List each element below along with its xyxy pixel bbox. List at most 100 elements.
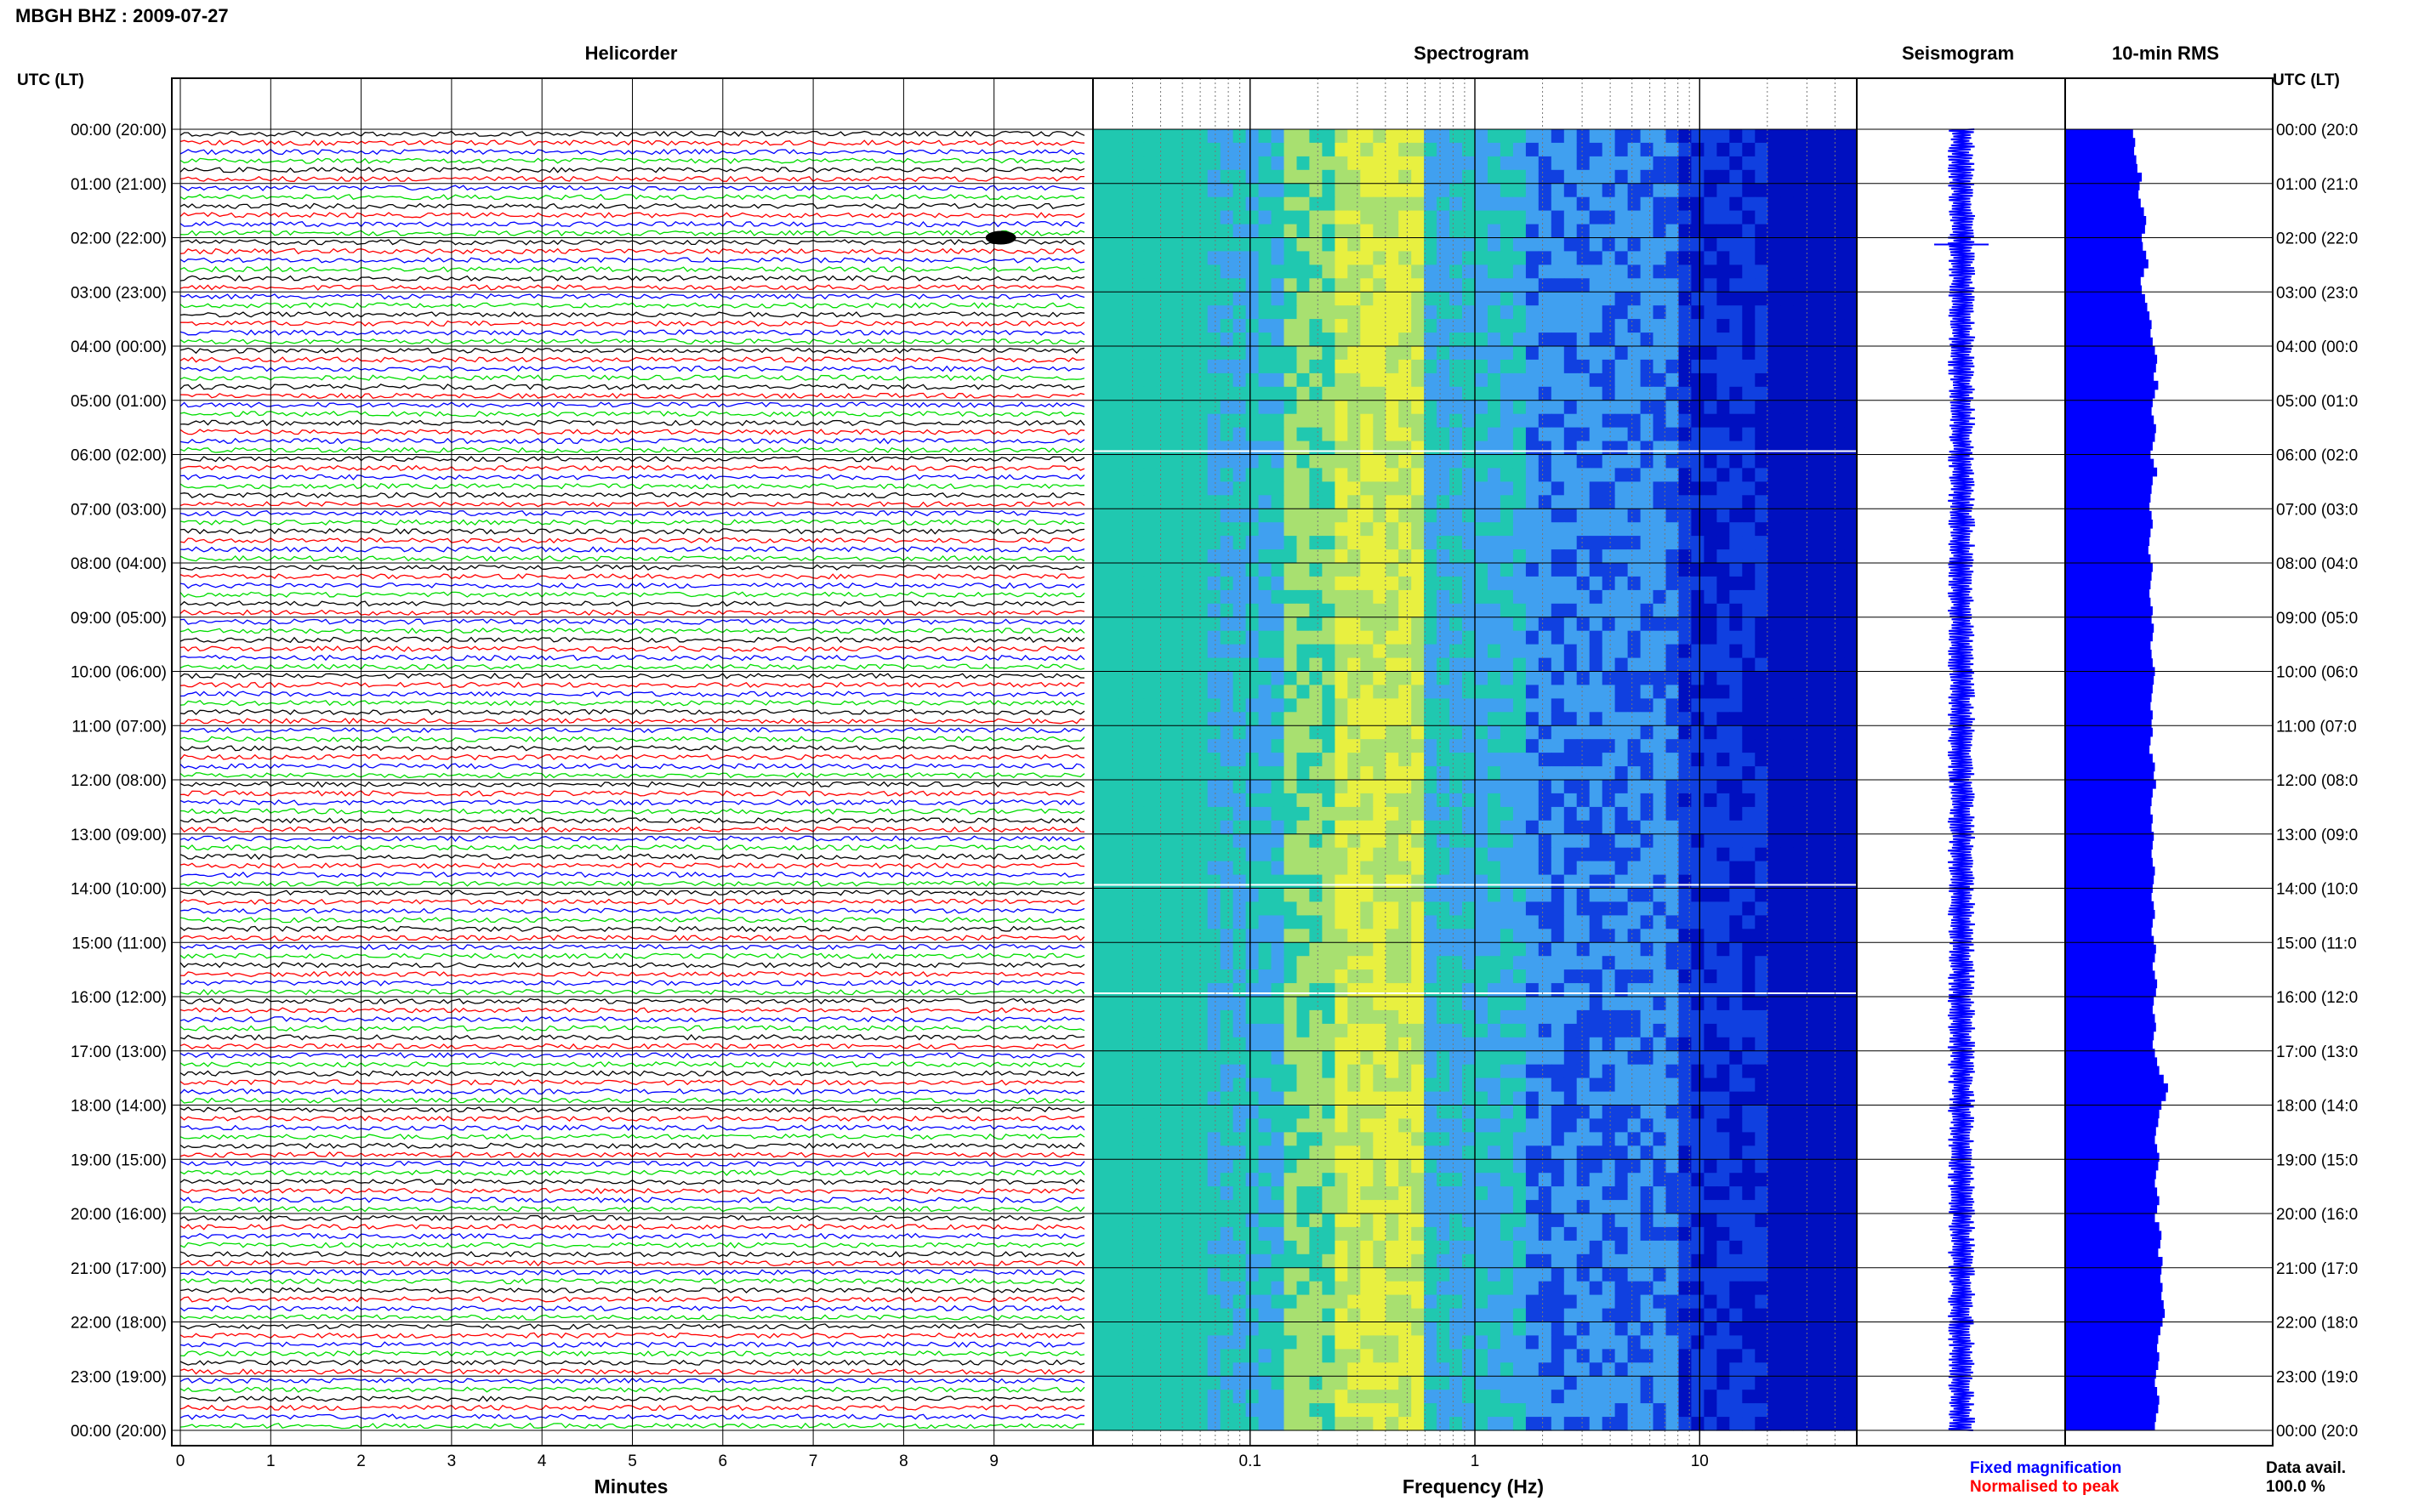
spectrogram-cell xyxy=(1462,956,1476,970)
spectrogram-cell xyxy=(1462,929,1476,943)
spectrogram-cell xyxy=(1220,454,1234,469)
spectrogram-cell xyxy=(1232,766,1247,781)
spectrogram-cell xyxy=(1627,264,1642,279)
spectrogram-cell xyxy=(1488,806,1501,821)
spectrogram-cell xyxy=(1296,793,1311,808)
spectrogram-cell xyxy=(1806,806,1819,821)
spectrogram-cell xyxy=(1551,1186,1565,1201)
spectrogram-cell xyxy=(1347,685,1361,699)
spectrogram-cell xyxy=(1729,169,1743,185)
spectrogram-cell xyxy=(1500,1214,1514,1228)
spectrogram-cell xyxy=(1232,509,1247,523)
spectrogram-cell xyxy=(1437,509,1450,523)
spectrogram-cell xyxy=(1589,630,1603,645)
spectrogram-cell xyxy=(1538,1132,1552,1146)
spectrogram-cell xyxy=(1181,997,1196,1011)
spectrogram-cell xyxy=(1322,793,1335,808)
spectrogram-cell xyxy=(1437,359,1450,374)
spectrogram-cell xyxy=(1844,210,1858,225)
spectrogram-cell xyxy=(1614,549,1629,564)
spectrogram-cell xyxy=(1640,441,1654,456)
spectrogram-cell xyxy=(1347,251,1361,265)
spectrogram-cell xyxy=(1322,942,1335,957)
spectrogram-cell xyxy=(1653,386,1667,401)
spectrogram-cell xyxy=(1512,142,1527,157)
spectrogram-cell xyxy=(1347,942,1361,957)
spectrogram-cell xyxy=(1678,1226,1693,1242)
spectrogram-cell xyxy=(1627,698,1642,713)
spectrogram-cell xyxy=(1665,536,1680,550)
spectrogram-cell xyxy=(1704,400,1717,415)
spectrogram-cell xyxy=(1156,820,1170,835)
spectrogram-cell xyxy=(1106,901,1119,916)
spectrogram-cell xyxy=(1538,657,1552,673)
spectrogram-cell xyxy=(1716,549,1730,564)
spectrogram-cell xyxy=(1207,901,1221,916)
spectrogram-cell xyxy=(1169,1200,1183,1214)
spectrogram-cell xyxy=(1589,644,1603,659)
spectrogram-cell xyxy=(1525,1023,1540,1038)
spectrogram-cell xyxy=(1589,224,1603,239)
spectrogram-cell xyxy=(1640,210,1654,225)
spectrogram-cell xyxy=(1716,617,1730,632)
spectrogram-cell xyxy=(1614,1226,1629,1242)
spectrogram-cell xyxy=(1398,372,1412,388)
spectrogram-cell xyxy=(1475,969,1488,984)
spectrogram-cell xyxy=(1347,576,1361,591)
spectrogram-cell xyxy=(1462,1050,1476,1066)
spectrogram-cell xyxy=(1424,183,1437,198)
spectrogram-cell xyxy=(1411,942,1425,957)
spectrogram-cell xyxy=(1525,603,1540,618)
spectrogram-cell xyxy=(1143,346,1158,361)
spectrogram-cell xyxy=(1488,441,1501,456)
spectrogram-cell xyxy=(1525,1091,1540,1106)
spectrogram-cell xyxy=(1729,956,1743,970)
spectrogram-cell xyxy=(1488,563,1501,577)
spectrogram-cell xyxy=(1258,712,1272,726)
spectrogram-cell xyxy=(1755,861,1768,876)
spectrogram-cell xyxy=(1437,169,1450,185)
spectrogram-cell xyxy=(1538,536,1552,550)
spectrogram-cell xyxy=(1220,142,1234,157)
spectrogram-cell xyxy=(1819,129,1832,144)
spectrogram-cell xyxy=(1283,969,1298,984)
spectrogram-cell xyxy=(1602,630,1616,645)
spectrogram-cell xyxy=(1704,1050,1717,1066)
spectrogram-cell xyxy=(1156,929,1170,943)
spectrogram-cell xyxy=(1831,210,1845,225)
spectrogram-cell xyxy=(1767,983,1781,998)
spectrogram-cell xyxy=(1806,888,1819,902)
spectrogram-cell xyxy=(1449,481,1463,496)
spectrogram-cell xyxy=(1602,1091,1616,1106)
spectrogram-cell xyxy=(1283,346,1298,361)
spectrogram-cell xyxy=(1755,372,1768,388)
spectrogram-cell xyxy=(1538,915,1552,929)
spectrogram-cell xyxy=(1156,278,1170,293)
spectrogram-cell xyxy=(1704,915,1717,929)
spectrogram-cell xyxy=(1296,806,1311,821)
spectrogram-cell xyxy=(1691,359,1705,374)
spectrogram-cell xyxy=(1793,929,1807,943)
spectrogram-cell xyxy=(1207,549,1221,564)
spectrogram-cell xyxy=(1793,956,1807,970)
spectrogram-cell xyxy=(1576,237,1591,252)
spectrogram-cell xyxy=(1627,630,1642,645)
spectrogram-cell xyxy=(1819,413,1832,429)
spectrogram-cell xyxy=(1220,617,1234,632)
spectrogram-cell xyxy=(1296,441,1311,456)
spectrogram-cell xyxy=(1296,156,1311,171)
spectrogram-cell xyxy=(1500,1105,1514,1119)
spectrogram-cell xyxy=(1691,576,1705,591)
spectrogram-cell xyxy=(1118,725,1132,740)
spectrogram-cell xyxy=(1130,481,1145,496)
spectrogram-cell xyxy=(1525,617,1540,632)
spectrogram-cell xyxy=(1512,1186,1527,1201)
spectrogram-cell xyxy=(1640,1023,1654,1038)
spectrogram-cell xyxy=(1576,210,1591,225)
spectrogram-cell xyxy=(1742,657,1756,673)
spectrogram-cell xyxy=(1360,630,1374,645)
spectrogram-cell xyxy=(1653,1214,1667,1228)
spectrogram-cell xyxy=(1767,319,1781,333)
spectrogram-cell xyxy=(1525,319,1540,333)
spectrogram-cell xyxy=(1335,1132,1348,1146)
